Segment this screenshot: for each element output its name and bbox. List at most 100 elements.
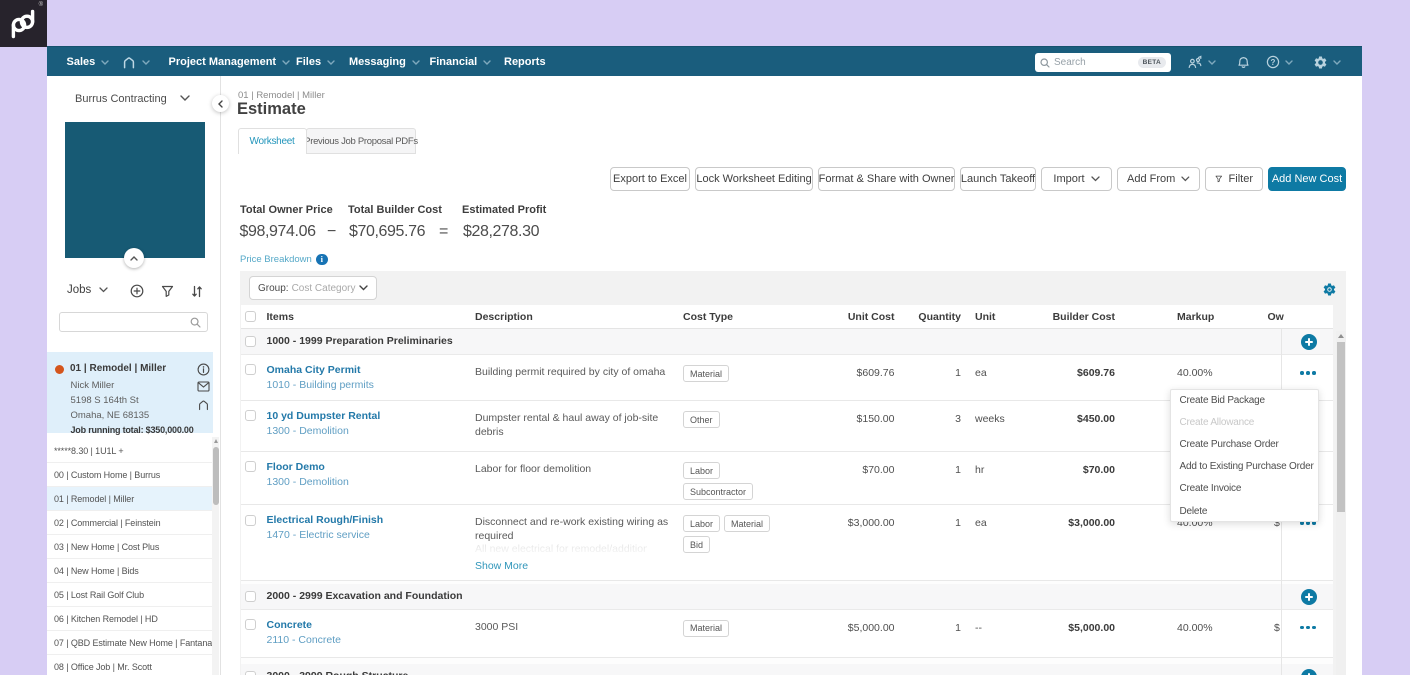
nav-reports[interactable]: Reports bbox=[504, 56, 546, 68]
nav-sales[interactable]: Sales bbox=[67, 47, 110, 77]
item-description: Labor for floor demolition bbox=[475, 463, 592, 475]
table-scrollbar[interactable] bbox=[1336, 331, 1346, 675]
owner-price-clipped: $ bbox=[1274, 621, 1280, 634]
scroll-up-arrow[interactable] bbox=[213, 439, 218, 443]
job-list-item[interactable]: 04 | New Home | Bids bbox=[47, 559, 213, 583]
launch-takeoff-button[interactable]: Launch Takeoff bbox=[960, 167, 1036, 191]
group-checkbox[interactable] bbox=[245, 590, 256, 602]
menu-create-purchase-order[interactable]: Create Purchase Order bbox=[1179, 439, 1279, 451]
add-cost-to-group-button[interactable] bbox=[1300, 588, 1317, 605]
item-cost-code-link[interactable]: 1300 - Demolition bbox=[266, 476, 349, 488]
sidebar-scrollbar[interactable] bbox=[212, 437, 219, 675]
select-all-checkbox[interactable] bbox=[245, 311, 256, 322]
menu-add-to-existing-purchase-order[interactable]: Add to Existing Purchase Order bbox=[1179, 461, 1314, 473]
nav-files[interactable]: Files bbox=[296, 47, 335, 77]
group-label: 3000 - 3999 Rough Structure bbox=[267, 670, 409, 675]
nav-messaging[interactable]: Messaging bbox=[349, 47, 420, 77]
col-markup: Markup bbox=[1177, 311, 1215, 323]
collapse-photo-button[interactable] bbox=[124, 248, 144, 268]
search-input[interactable] bbox=[1054, 57, 1138, 68]
selected-job-card[interactable]: 01 | Remodel | Miller Nick Miller 5198 S… bbox=[47, 352, 213, 435]
row-checkbox[interactable] bbox=[245, 410, 256, 421]
info-icon[interactable] bbox=[197, 363, 210, 376]
job-list-item[interactable]: 08 | Office Job | Mr. Scott bbox=[47, 655, 213, 675]
job-list-item-selected[interactable]: 01 | Remodel | Miller bbox=[47, 487, 213, 511]
show-more-link[interactable]: Show More bbox=[475, 559, 529, 572]
row-checkbox[interactable] bbox=[245, 515, 256, 526]
item-cost-code-link[interactable]: 1010 - Building permits bbox=[266, 379, 374, 391]
cost-item-row: Omaha City Permit 1010 - Building permit… bbox=[241, 355, 1333, 401]
job-list-item[interactable]: 05 | Lost Rail Golf Club bbox=[47, 583, 213, 607]
job-list-item[interactable]: 06 | Kitchen Remodel | HD bbox=[47, 607, 213, 631]
row-checkbox[interactable] bbox=[245, 461, 256, 472]
scrollbar-thumb[interactable] bbox=[1337, 342, 1345, 512]
minus-sign: − bbox=[327, 223, 336, 240]
job-search-input[interactable] bbox=[60, 314, 190, 330]
menu-create-invoice[interactable]: Create Invoice bbox=[1179, 483, 1242, 495]
bell-icon bbox=[1238, 57, 1249, 68]
scrollbar-thumb[interactable] bbox=[212, 447, 219, 505]
add-cost-to-group-button[interactable] bbox=[1300, 334, 1317, 350]
row-actions-button[interactable] bbox=[1295, 366, 1321, 380]
row-actions-button[interactable] bbox=[1295, 621, 1321, 635]
item-name-link[interactable]: Concrete bbox=[266, 618, 313, 631]
info-icon[interactable]: i bbox=[316, 253, 328, 265]
nav-community-menu[interactable] bbox=[1187, 47, 1216, 77]
item-name-link[interactable]: Electrical Rough/Finish bbox=[266, 514, 384, 526]
job-list-item[interactable]: 07 | QBD Estimate New Home | Fantana bbox=[47, 631, 213, 655]
item-description: 3000 PSI bbox=[475, 620, 519, 633]
export-to-excel-button[interactable]: Export to Excel bbox=[610, 167, 690, 191]
job-list-item[interactable]: 00 | Custom Home | Burrus bbox=[47, 463, 213, 487]
email-icon[interactable] bbox=[197, 380, 210, 393]
add-cost-to-group-button[interactable] bbox=[1300, 668, 1317, 675]
group-checkbox[interactable] bbox=[245, 336, 256, 347]
funnel-icon bbox=[1215, 175, 1223, 183]
nav-settings-menu[interactable] bbox=[1313, 47, 1341, 77]
nav-home[interactable] bbox=[122, 47, 150, 77]
lock-worksheet-editing-button[interactable]: Lock Worksheet Editing bbox=[695, 167, 813, 191]
menu-create-bid-package[interactable]: Create Bid Package bbox=[1179, 395, 1266, 407]
item-name-link[interactable]: 10 yd Dumpster Rental bbox=[266, 410, 381, 422]
nav-project-management[interactable]: Project Management bbox=[169, 47, 291, 77]
group-checkbox[interactable] bbox=[245, 670, 256, 675]
filter-jobs-button[interactable] bbox=[158, 282, 176, 300]
scroll-up-arrow[interactable] bbox=[1338, 334, 1344, 338]
nav-financial[interactable]: Financial bbox=[430, 47, 492, 77]
nav-help-menu[interactable]: ? bbox=[1266, 47, 1293, 77]
row-actions-button[interactable] bbox=[1295, 516, 1321, 530]
filter-button[interactable]: Filter bbox=[1205, 167, 1263, 191]
group-by-dropdown[interactable]: Group: Cost Category bbox=[249, 276, 377, 300]
group-row: 3000 - 3999 Rough Structure bbox=[241, 663, 1333, 675]
row-checkbox[interactable] bbox=[245, 364, 256, 375]
import-button[interactable]: Import bbox=[1041, 167, 1112, 191]
job-list-item[interactable]: 03 | New Home | Cost Plus bbox=[47, 535, 213, 559]
item-cost-code-link[interactable]: 2110 - Concrete bbox=[266, 633, 342, 646]
row-checkbox[interactable] bbox=[245, 618, 256, 630]
group-row: 1000 - 1999 Preparation Preliminaries bbox=[241, 329, 1333, 355]
add-new-cost-button[interactable]: Add New Cost bbox=[1268, 167, 1346, 191]
item-cost-code-link[interactable]: 1470 - Electric service bbox=[266, 529, 370, 541]
item-cost-code-link[interactable]: 1300 - Demolition bbox=[266, 425, 349, 437]
nav-notifications[interactable] bbox=[1237, 47, 1250, 77]
menu-delete[interactable]: Delete bbox=[1179, 505, 1208, 517]
item-name-link[interactable]: Omaha City Permit bbox=[266, 364, 361, 376]
estimate-table: Items Description Cost Type Unit Cost Qu… bbox=[241, 305, 1333, 675]
format-share-with-owner-button[interactable]: Format & Share with Owner bbox=[818, 167, 955, 191]
price-breakdown-link[interactable]: Price Breakdown bbox=[240, 254, 312, 265]
tab-previous-job-proposal-pdfs[interactable]: Previous Job Proposal PDFs bbox=[304, 128, 418, 154]
chevron-down-icon bbox=[359, 285, 368, 291]
item-name-link[interactable]: Floor Demo bbox=[266, 461, 325, 473]
collapse-sidebar-button[interactable] bbox=[212, 95, 229, 112]
job-list-item[interactable]: 02 | Commercial | Feinstein bbox=[47, 511, 213, 535]
table-settings-gear-icon[interactable] bbox=[1322, 282, 1337, 297]
total-builder-cost-value: $70,695.76 bbox=[349, 223, 426, 240]
sort-jobs-button[interactable] bbox=[188, 282, 206, 300]
add-job-button[interactable] bbox=[128, 282, 146, 300]
add-from-button[interactable]: Add From bbox=[1117, 167, 1200, 191]
home-icon[interactable] bbox=[197, 398, 210, 411]
menu-create-allowance[interactable]: Create Allowance bbox=[1179, 417, 1255, 429]
tab-worksheet[interactable]: Worksheet bbox=[237, 128, 307, 154]
company-selector[interactable]: Burrus Contracting bbox=[47, 90, 221, 110]
jobs-dropdown[interactable]: Jobs bbox=[67, 284, 92, 296]
job-list-item[interactable]: *****8.30 | 1U1L + bbox=[47, 439, 213, 463]
